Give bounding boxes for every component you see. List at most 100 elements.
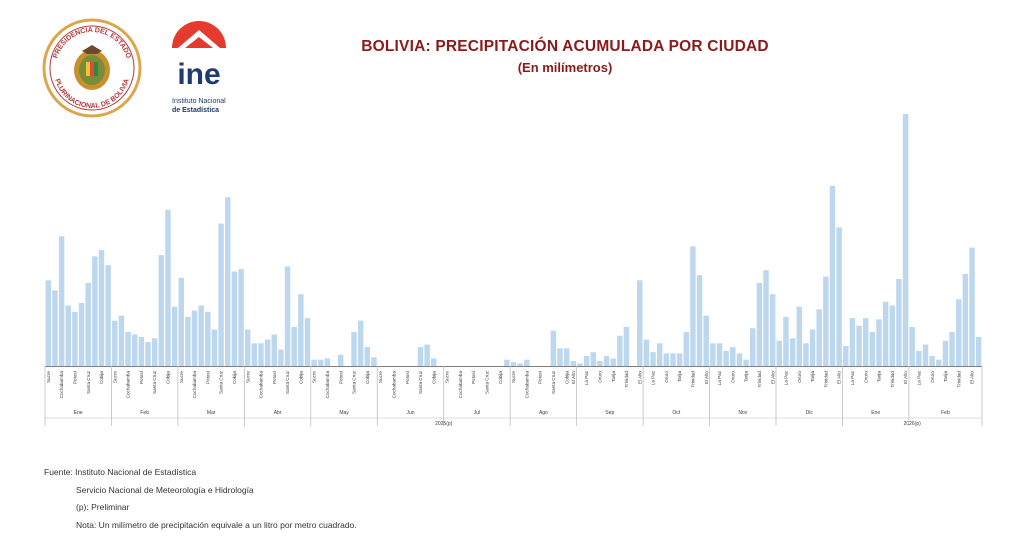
bar (550, 330, 557, 366)
bar (663, 353, 670, 366)
chart-title: BOLIVIA: PRECIPITACIÓN ACUMULADA POR CIU… (361, 38, 769, 55)
chart-subtitle: (En milímetros) (517, 60, 613, 75)
bar (896, 279, 902, 366)
source-line: Fuente: Instituto Nacional de Estadístic… (44, 467, 197, 477)
city-tick-label: Sucre (112, 371, 117, 383)
title-block: BOLIVIA: PRECIPITACIÓN ACUMULADA POR CIU… (290, 38, 840, 75)
precipitation-bar-chart: Sucre Cochabamba Potosí Santa Cruz Cobija Ene… (44, 114, 983, 427)
city-tick-label: Cochabamba (458, 371, 463, 399)
bar (145, 342, 151, 366)
city-tick-label: El Alto (770, 371, 775, 384)
bar (716, 343, 723, 366)
city-tick-label: Oruro (664, 371, 669, 383)
bar (98, 250, 105, 366)
bar (364, 347, 371, 366)
bar (231, 271, 238, 366)
bar (298, 294, 304, 366)
bar (650, 352, 656, 366)
city-tick-label: Cobija (498, 371, 503, 384)
bar (862, 318, 869, 366)
year-label: 2025(p) (435, 421, 453, 427)
bar (92, 256, 98, 366)
city-tick-label: Sucre (378, 371, 383, 383)
bar (258, 343, 264, 366)
city-tick-label: Trinidad (890, 371, 895, 388)
city-tick-label: El Alto (704, 371, 709, 384)
bar (956, 299, 962, 366)
city-tick-label: Sucre (445, 371, 450, 383)
city-tick-label: Tarija (677, 371, 682, 382)
city-tick-label: Oruro (597, 371, 602, 383)
city-tick-label: Tarija (744, 371, 749, 382)
bar (78, 303, 85, 366)
month-label: Ago (539, 410, 548, 416)
bar (557, 348, 563, 366)
city-tick-label: Santa Cruz (352, 370, 357, 394)
bar (118, 315, 125, 366)
bar (178, 277, 184, 366)
bar (324, 358, 331, 366)
city-tick-label: Cobija (564, 371, 569, 384)
bar (510, 362, 517, 366)
presidency-seal-logo: PRESIDENCIA DEL ESTADO PLURINACIONAL DE … (42, 18, 142, 118)
city-tick-label: Oruro (863, 371, 868, 383)
footer-notes: Fuente: Instituto Nacional de Estadístic… (44, 464, 357, 534)
city-tick-label: Cochabamba (59, 371, 64, 399)
city-tick-label: Trinidad (823, 371, 828, 388)
bar (211, 329, 218, 366)
bar (723, 350, 729, 366)
bar (45, 280, 52, 366)
bar (776, 340, 783, 366)
city-tick-label: Santa Cruz (551, 370, 556, 394)
bar (975, 337, 982, 366)
bar (902, 114, 909, 366)
city-tick-label: La Paz (651, 370, 656, 385)
ine-name: ine (177, 58, 220, 91)
month-label: Jul (474, 410, 480, 416)
bar (829, 185, 836, 366)
month-label: May (339, 410, 349, 416)
bar (517, 363, 523, 366)
bar (882, 301, 889, 366)
bar (969, 247, 975, 366)
bar (617, 335, 623, 366)
bar (504, 359, 510, 366)
city-tick-label: Cochabamba (391, 371, 396, 399)
bar (769, 294, 776, 366)
bar (922, 344, 929, 366)
city-tick-label: Oruro (797, 371, 802, 383)
bar (151, 338, 158, 366)
ine-line2: de Estadística (172, 107, 219, 114)
city-tick-label: El Alto (837, 371, 842, 384)
bar (371, 357, 377, 366)
city-tick-label: Potosí (73, 370, 78, 384)
month-label: Ene (74, 410, 83, 416)
bar (736, 353, 743, 366)
bar (690, 246, 696, 366)
bar (185, 316, 191, 366)
city-tick-label: Potosí (139, 370, 144, 384)
month-label: Feb (140, 410, 149, 416)
city-tick-label: Cochabamba (126, 371, 131, 399)
bar (125, 331, 131, 366)
bar (843, 345, 849, 366)
bar (763, 270, 769, 366)
city-tick-label: Trinidad (624, 371, 629, 388)
city-tick-label: La Paz (717, 370, 722, 385)
city-tick-label: Cobija (298, 371, 303, 384)
bar (138, 337, 145, 366)
bar (750, 328, 756, 366)
bar (244, 329, 251, 366)
city-tick-label: Santa Cruz (485, 370, 490, 394)
bar (590, 352, 596, 366)
ine-logo: ine Instituto Nacional de Estadística (172, 21, 226, 114)
bar (603, 355, 610, 366)
bar (703, 315, 709, 366)
city-tick-label: Oruro (930, 371, 935, 383)
bar (431, 358, 437, 366)
bar (524, 359, 530, 366)
bar (264, 339, 271, 366)
bar (577, 363, 583, 366)
bar (696, 275, 703, 366)
city-tick-label: El Alto (903, 371, 908, 384)
